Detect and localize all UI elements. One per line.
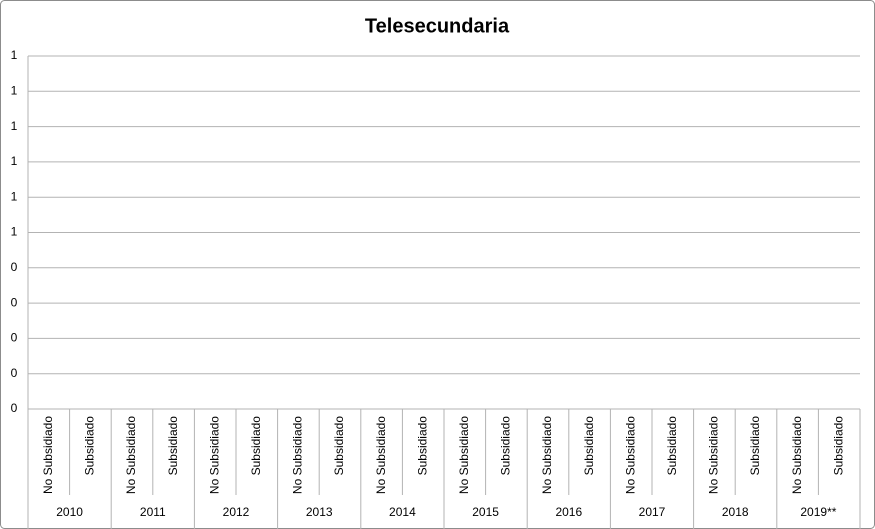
- x-tick-label: No Subsidiado: [790, 416, 804, 494]
- group-label: 2013: [306, 505, 333, 519]
- x-tick-label: No Subsidiado: [707, 416, 721, 494]
- group-label: 2010: [56, 505, 83, 519]
- x-tick-label: Subsidiado: [415, 416, 429, 476]
- chart-title: Telesecundaria: [365, 15, 510, 37]
- y-tick-label: 1: [11, 119, 18, 133]
- x-tick-label: No Subsidiado: [291, 416, 305, 494]
- x-tick-label: No Subsidiado: [540, 416, 554, 494]
- y-tick-label: 0: [11, 260, 18, 274]
- group-label: 2012: [223, 505, 250, 519]
- x-tick-label: Subsidiado: [83, 416, 97, 476]
- x-tick-label: Subsidiado: [582, 416, 596, 476]
- x-tick-label: No Subsidiado: [207, 416, 221, 494]
- x-tick-label: Subsidiado: [665, 416, 679, 476]
- group-label: 2018: [722, 505, 749, 519]
- x-tick-label: Subsidiado: [831, 416, 845, 476]
- y-tick-label: 1: [11, 48, 18, 62]
- x-tick-label: No Subsidiado: [457, 416, 471, 494]
- x-tick-label: No Subsidiado: [374, 416, 388, 494]
- y-tick-label: 0: [11, 331, 18, 345]
- group-label: 2014: [389, 505, 416, 519]
- group-label: 2011: [140, 505, 166, 519]
- y-tick-label: 0: [11, 295, 18, 309]
- x-tick-label: No Subsidiado: [124, 416, 138, 494]
- y-tick-label: 1: [11, 189, 18, 203]
- x-tick-label: No Subsidiado: [41, 416, 55, 494]
- y-tick-label: 1: [11, 225, 18, 239]
- x-tick-label: Subsidiado: [499, 416, 513, 476]
- x-tick-label: Subsidiado: [249, 416, 263, 476]
- group-label: 2016: [555, 505, 582, 519]
- y-tick-label: 1: [11, 83, 18, 97]
- y-tick-label: 0: [11, 366, 18, 380]
- x-tick-label: Subsidiado: [166, 416, 180, 476]
- y-tick-label: 0: [11, 401, 18, 415]
- group-label: 2015: [472, 505, 499, 519]
- y-tick-label: 1: [11, 154, 18, 168]
- group-label: 2019**: [800, 505, 836, 519]
- x-tick-label: Subsidiado: [332, 416, 346, 476]
- x-tick-label: Subsidiado: [748, 416, 762, 476]
- x-tick-label: No Subsidiado: [623, 416, 637, 494]
- group-label: 2017: [639, 505, 666, 519]
